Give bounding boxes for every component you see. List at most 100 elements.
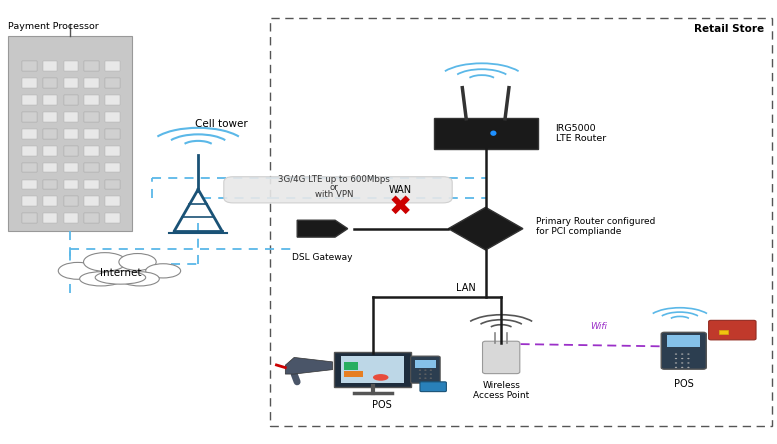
Bar [64,213,78,223]
Ellipse shape [424,373,427,375]
Ellipse shape [674,353,677,355]
Bar [105,112,120,122]
Ellipse shape [681,362,684,364]
Bar [23,61,37,71]
Text: Payment Processor: Payment Processor [8,22,99,31]
Bar [105,129,120,139]
Bar [85,112,99,122]
Bar [64,112,78,122]
Bar [43,179,57,189]
Text: Wireless
Access Point: Wireless Access Point [473,381,529,400]
Polygon shape [285,357,333,374]
Bar [64,129,78,139]
Bar [667,335,700,347]
Text: POS: POS [372,400,392,410]
Ellipse shape [430,369,432,371]
Text: 3G/4G LTE up to 600Mbps: 3G/4G LTE up to 600Mbps [278,175,390,184]
Bar [105,95,120,105]
Ellipse shape [430,377,432,379]
Bar [23,196,37,206]
Bar [43,78,57,88]
Ellipse shape [58,262,97,279]
Ellipse shape [490,131,497,136]
Bar [43,213,57,223]
Bar [415,360,435,369]
Text: with VPN: with VPN [315,190,354,198]
Bar [64,146,78,155]
Bar [105,78,120,88]
FancyBboxPatch shape [410,356,440,383]
Bar [43,129,57,139]
Bar [43,196,57,206]
Bar [341,356,404,383]
Bar [23,163,37,172]
Bar [105,78,120,88]
Bar [85,163,99,172]
Bar [64,146,78,155]
Bar [23,112,37,122]
Ellipse shape [419,377,421,379]
Bar [64,196,78,206]
Bar [23,213,37,223]
Bar [105,179,120,189]
Bar [23,61,37,71]
Bar [43,112,57,122]
Bar [343,371,363,377]
Bar [85,196,99,206]
FancyBboxPatch shape [709,321,756,340]
Ellipse shape [84,253,126,271]
Bar [64,179,78,189]
Bar [85,95,99,105]
Bar [719,329,728,334]
Bar [105,213,120,223]
Bar [105,163,120,172]
Ellipse shape [674,367,677,368]
FancyBboxPatch shape [420,382,446,392]
Bar [105,179,120,189]
Ellipse shape [687,367,690,368]
FancyBboxPatch shape [483,341,520,374]
Bar [85,213,99,223]
Bar [23,78,37,88]
Bar [23,129,37,139]
Bar [23,95,37,105]
FancyBboxPatch shape [434,118,538,148]
Text: or: or [329,183,339,192]
Bar [85,213,99,223]
Text: Cell tower: Cell tower [195,119,248,129]
Ellipse shape [146,264,180,278]
Bar [43,129,57,139]
Bar [23,146,37,155]
Bar [43,78,57,88]
Bar [105,146,120,155]
Bar [105,61,120,71]
Ellipse shape [681,353,684,355]
Bar [64,95,78,105]
FancyBboxPatch shape [224,177,452,203]
Bar [23,179,37,189]
Text: Primary Router configured
for PCI compliande: Primary Router configured for PCI compli… [536,217,656,236]
Bar [43,146,57,155]
Ellipse shape [687,358,690,359]
Bar [85,61,99,71]
Bar [85,146,99,155]
Bar [64,95,78,105]
Bar [85,112,99,122]
Ellipse shape [681,358,684,359]
Ellipse shape [424,369,427,371]
Text: WAN: WAN [388,185,412,195]
Ellipse shape [687,353,690,355]
Bar [64,78,78,88]
Bar [43,95,57,105]
Text: DSL Gateway: DSL Gateway [292,253,353,262]
Ellipse shape [419,369,421,371]
Bar [64,61,78,71]
Bar [64,163,78,172]
Bar [270,18,772,426]
Bar [105,196,120,206]
Ellipse shape [687,362,690,364]
Bar [23,213,37,223]
Bar [43,163,57,172]
Text: Retail Store: Retail Store [694,24,764,35]
Bar [85,179,99,189]
